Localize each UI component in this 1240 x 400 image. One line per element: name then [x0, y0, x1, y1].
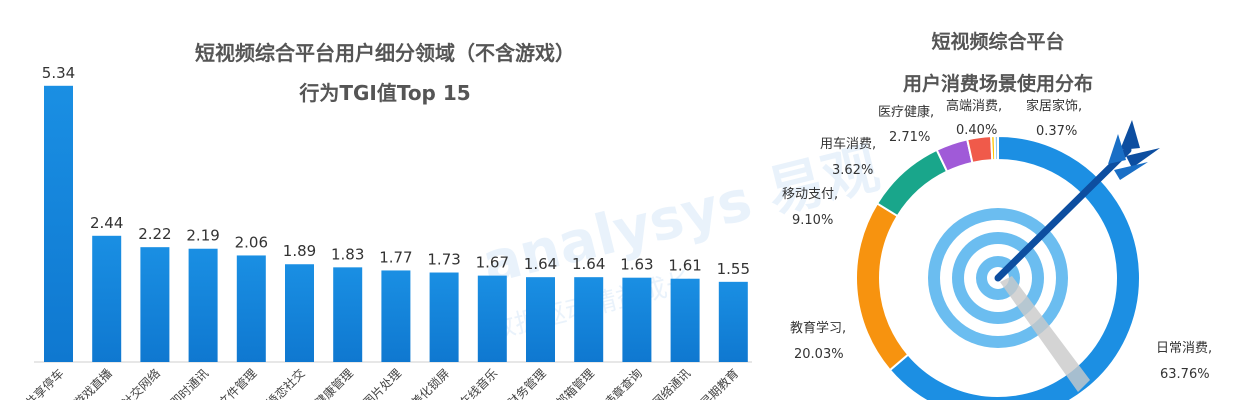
donut-title-line-2: 用户消费场景使用分布	[903, 72, 1093, 95]
bar-9	[429, 272, 459, 362]
bar-14	[670, 278, 700, 362]
bar-marks: 5.34 共享停车 2.44 游戏直播 2.22 社交网络 2.19 即时通讯 2.06 文件管理…	[22, 64, 750, 400]
category-label-1: 共享停车	[22, 366, 67, 400]
slice-label-car-name: 用车消费,	[820, 136, 876, 152]
slice-label-luxury-name: 高端消费,	[946, 98, 1002, 114]
bar-6	[285, 264, 314, 362]
slice-label-mobile-pay-name: 移动支付,	[782, 187, 838, 202]
bar-value-label-15: 1.55	[717, 260, 750, 278]
bar-7	[333, 267, 363, 362]
bar-5	[236, 255, 266, 362]
category-label-11: 财务管理	[504, 366, 549, 400]
bar-chart-title-line-1: 短视频综合平台用户细分领域（不含游戏）	[195, 41, 575, 65]
slice-label-home-pct: 0.37%	[1036, 124, 1077, 139]
arrow-icon	[994, 120, 1160, 282]
slice-label-luxury-pct: 0.40%	[956, 123, 997, 138]
slice-label-mobile-pay-pct: 9.10%	[792, 213, 833, 228]
bar-2	[92, 235, 122, 362]
category-label-14: 网络通讯	[649, 366, 694, 400]
bar-value-label-10: 1.67	[476, 254, 509, 272]
target-icon	[920, 200, 1090, 392]
bar-value-label-4: 2.19	[186, 227, 219, 245]
category-label-5: 文件管理	[215, 366, 260, 400]
bar-15	[718, 281, 748, 362]
category-label-9: 美化锁屏	[408, 366, 453, 400]
category-label-12: 邮箱管理	[552, 366, 597, 400]
bar-value-label-2: 2.44	[90, 214, 123, 232]
bar-value-label-1: 5.34	[42, 64, 75, 82]
slice-label-home-name: 家居家饰,	[1026, 98, 1082, 114]
slice-label-medical-pct: 2.71%	[889, 130, 930, 145]
category-label-3: 社交网络	[118, 366, 163, 400]
donut-slice-7	[993, 134, 999, 162]
bar-value-label-6: 1.89	[283, 242, 316, 260]
bar-value-label-13: 1.63	[620, 256, 653, 274]
category-label-7: 健康管理	[311, 366, 356, 400]
bar-3	[140, 247, 170, 362]
bar-1	[44, 85, 73, 363]
category-label-8: 图片处理	[360, 366, 404, 400]
slice-label-education-pct: 20.03%	[794, 347, 844, 362]
donut-labels: 日常消费, 63.76% 教育学习, 20.03% 移动支付, 9.10% 用车…	[782, 98, 1212, 382]
bar-8	[381, 270, 411, 362]
bar-value-label-12: 1.64	[572, 255, 605, 273]
slice-label-daily-consumption-name: 日常消费,	[1156, 341, 1212, 356]
bar-4	[188, 248, 218, 362]
slice-label-medical-name: 医疗健康,	[878, 104, 934, 120]
category-label-4: 即时通讯	[167, 366, 211, 400]
donut-slice-1	[888, 134, 1141, 400]
bar-value-label-9: 1.73	[427, 251, 460, 269]
bar-value-label-3: 2.22	[138, 225, 171, 243]
slice-label-car-pct: 3.62%	[832, 163, 873, 178]
bar-chart-title-line-2: 行为TGI值Top 15	[298, 81, 470, 105]
category-label-13: 违章查询	[600, 366, 645, 400]
donut-title-line-1: 短视频综合平台	[931, 30, 1064, 53]
bar-value-label-14: 1.61	[668, 257, 701, 275]
slice-label-daily-consumption-pct: 63.76%	[1160, 367, 1210, 382]
category-label-6: 婚恋社交	[263, 366, 308, 400]
donut-slice-5	[966, 135, 994, 165]
consumption-donut-chart: 短视频综合平台 用户消费场景使用分布 日常消费, 63.76% 教育学习,	[782, 30, 1212, 400]
donut-slices	[855, 134, 1141, 400]
bar-11	[526, 277, 555, 362]
donut-slice-2	[855, 202, 910, 372]
bar-value-label-11: 1.64	[524, 255, 557, 273]
category-label-15: 早期教育	[697, 366, 742, 400]
category-label-2: 游戏直播	[71, 366, 115, 400]
bar-10	[477, 275, 507, 362]
bar-value-label-7: 1.83	[331, 245, 364, 263]
bar-value-label-8: 1.77	[379, 248, 412, 266]
bar-13	[622, 277, 652, 362]
bar-12	[574, 277, 604, 362]
tgi-bar-chart: 短视频综合平台用户细分领域（不含游戏） 行为TGI值Top 15 5.34 共享停…	[22, 41, 752, 400]
bar-value-label-5: 2.06	[235, 233, 268, 251]
slice-label-education-name: 教育学习,	[790, 320, 846, 336]
category-label-10: 在线音乐	[456, 366, 501, 400]
donut-slice-3	[875, 148, 949, 218]
